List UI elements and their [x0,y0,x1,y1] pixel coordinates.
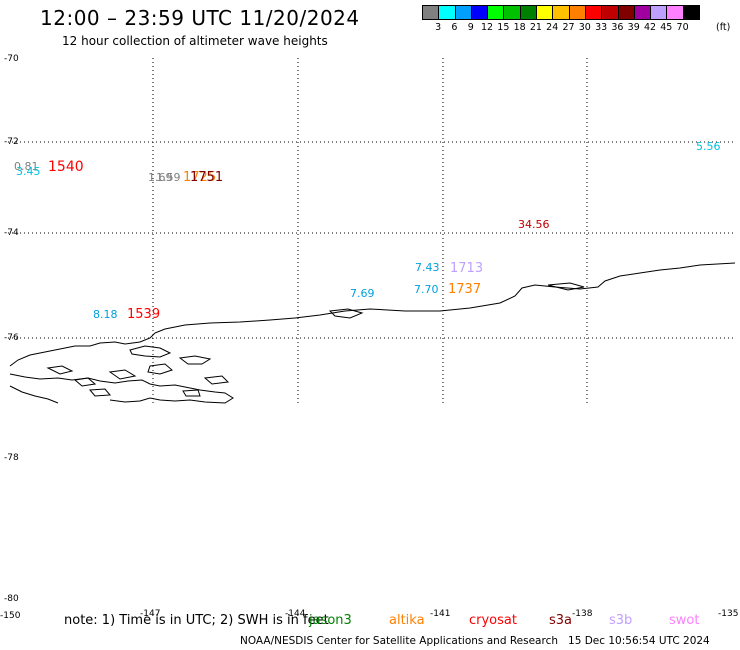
satellite-s3a: s3a [549,613,573,628]
lat-label: -80 [4,594,19,604]
colorbar-swatch [682,5,701,20]
obs-label: 1540 [48,159,84,175]
obs-label: 34.56 [518,218,550,231]
colorbar-tick-label: 15 [497,22,510,33]
obs-label: 1.59 [156,171,181,184]
colorbar-labels: 3 6 9 12 15 18 21 24 27 30 33 36 39 42 45 70 [422,22,691,33]
obs-label: 8.18 [93,308,118,321]
obs-label: 7.69 [350,287,375,300]
obs-label: 1751 [190,170,223,185]
obs-label: 1737 [448,282,481,297]
colorbar-tick-label: 24 [546,22,559,33]
lon-label: -135 [718,609,738,619]
colorbar-tick-label: 36 [611,22,624,33]
lat-label: -72 [4,137,19,147]
colorbar-tick-label: 21 [529,22,542,33]
colorbar-unit: (ft) [716,22,731,33]
obs-label: 1725 [183,170,216,185]
colorbar-tick-label: 30 [578,22,591,33]
obs-label: 1539 [127,307,160,322]
colorbar-tick-label: 3 [435,22,442,33]
colorbar-tick-label: 6 [451,22,458,33]
obs-label: 3.45 [16,165,41,178]
satellite-swot: swot [669,613,700,628]
obs-label: 1.69 [148,171,173,184]
latitude-labels: -70 -72 -74 -76 -78 -80 [4,54,19,604]
colorbar-tick-label: 45 [660,22,673,33]
lon-label: -138 [572,609,593,619]
lon-label: -144 [285,609,306,619]
longitude-labels: -150 -147 -144 -141 -138 -135 [0,609,738,621]
graticule [8,58,735,405]
obs-label: 7.43 [415,261,440,274]
colorbar-tick-label: 42 [643,22,657,33]
colorbar-tick-label: 33 [595,22,608,33]
colorbar-tick-label: 27 [562,22,575,33]
timestamp: 15 Dec 10:56:54 UTC 2024 [568,635,710,647]
footer-note: note: 1) Time is in UTC; 2) SWH is in fe… [64,613,329,628]
obs-label: 7.70 [414,283,439,296]
credit-line: NOAA/NESDIS Center for Satellite Applica… [240,635,710,647]
colorbar-tick-label: 12 [480,22,494,33]
lat-label: -76 [4,333,19,343]
satellite-cryosat: cryosat [469,613,517,628]
lon-label: -147 [140,609,160,619]
lon-label: -141 [430,609,450,619]
page-title: 12:00 – 23:59 UTC 11/20/2024 [40,6,360,30]
satellite-altika: altika [389,613,425,628]
lat-label: -70 [4,54,19,64]
colorbar-tick-label: 18 [513,22,526,33]
lon-label: -150 [0,611,21,621]
colorbar-legend [422,5,701,20]
obs-label: 5.56 [696,140,721,153]
satellite-jason3: jason3 [309,613,352,628]
page-subtitle: 12 hour collection of altimeter wave hei… [62,34,328,48]
observation-labels: 0.81 3.45 1540 1.69 1.59 1725 1751 5.56 … [14,140,721,322]
coastline [9,262,736,404]
colorbar-tick-label: 9 [467,22,474,33]
satellite-s3b: s3b [609,613,633,628]
obs-label: 0.81 [14,160,39,173]
credit-text: NOAA/NESDIS Center for Satellite Applica… [240,635,558,647]
colorbar-tick-label: 70 [676,22,689,33]
colorbar-tick-label: 39 [627,22,640,33]
lat-label: -78 [4,453,19,463]
lat-label: -74 [4,228,19,238]
obs-label: 1713 [450,261,483,276]
